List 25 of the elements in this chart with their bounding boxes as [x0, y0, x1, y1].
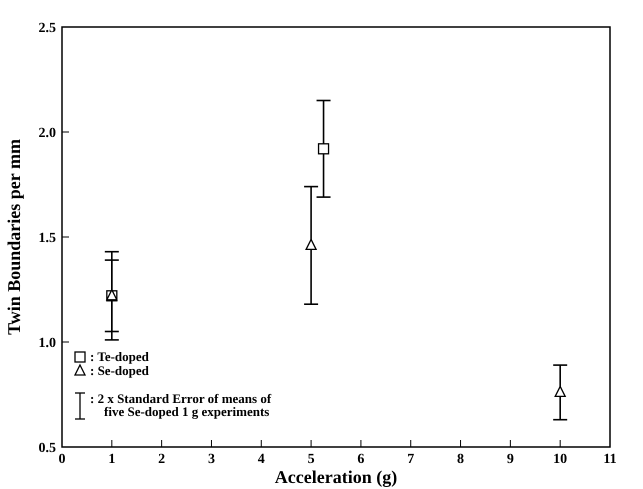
y-tick-label: 1.0: [38, 336, 56, 351]
x-tick-label: 3: [208, 452, 215, 467]
x-tick-label: 1: [108, 452, 116, 467]
x-tick-label: 8: [457, 452, 464, 467]
point: [305, 238, 317, 250]
point: [554, 386, 566, 398]
x-tick-label: 9: [506, 452, 514, 467]
x-tick-label: 10: [553, 452, 568, 467]
annotation: : 2 x Standard Error of means of five Se-doped 1 g experiments: [90, 391, 272, 419]
y-axis-title: Twin Boundaries per mm: [4, 139, 24, 335]
x-tick-label: 6: [357, 452, 364, 467]
point: [318, 143, 330, 154]
y-tick-label: 1.5: [38, 231, 56, 246]
x-tick-label: 5: [308, 452, 315, 467]
x-tick-label: 2: [158, 452, 166, 467]
legend-label: : Te-doped: [90, 349, 150, 364]
y-tick-label: 2.0: [38, 126, 56, 141]
x-tick-label: 7: [407, 452, 414, 467]
y-tick-label: 0.5: [38, 441, 56, 456]
legend-label: : Se-doped: [90, 363, 150, 378]
y-tick-label: 2.5: [38, 21, 56, 36]
x-tick-label: 4: [258, 452, 265, 467]
x-tick-label: 0: [58, 452, 66, 467]
x-tick-label: 11: [603, 452, 617, 467]
x-axis-title: Acceleration (g): [274, 467, 398, 487]
